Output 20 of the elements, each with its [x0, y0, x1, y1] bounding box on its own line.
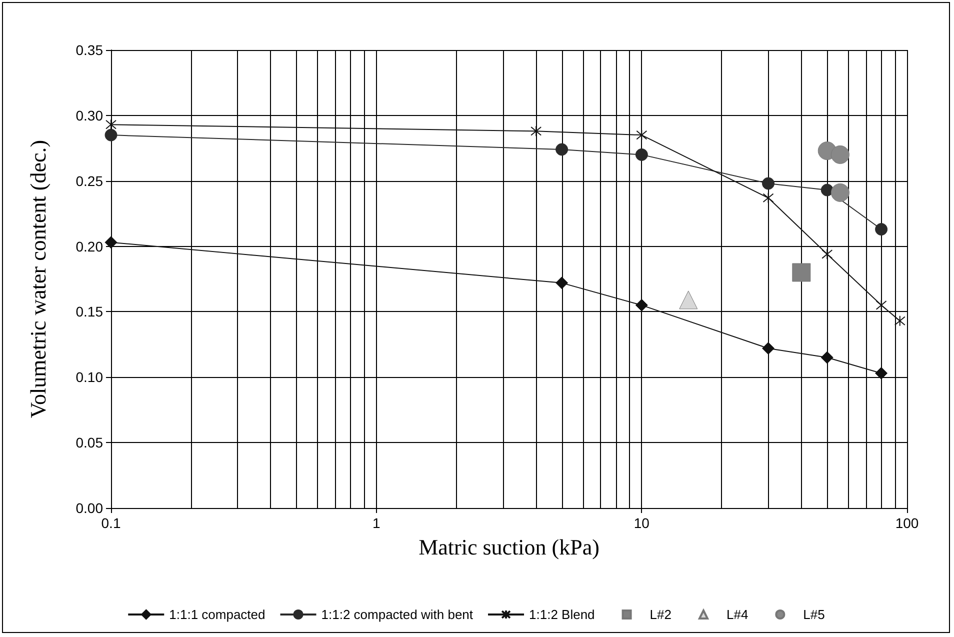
x-tick-label: 100: [895, 515, 919, 531]
y-tick-label: 0.25: [76, 172, 104, 189]
y-tick-label: 0.35: [76, 42, 104, 58]
legend-label: L#4: [726, 607, 748, 622]
legend-label: 1:1:1 compacted: [169, 607, 266, 622]
y-tick-label: 0.10: [76, 369, 104, 386]
x-axis-title: Matric suction (kPa): [418, 534, 600, 560]
y-tick-label: 0.20: [76, 238, 104, 254]
legend-label: 1:1:2 compacted with bent: [321, 607, 474, 622]
y-tick-label: 0.15: [76, 304, 104, 320]
y-axis-title: Volumetric water content (dec.): [26, 140, 50, 418]
y-tick-label: 0.30: [76, 107, 104, 124]
x-tick-label: 0.1: [101, 515, 121, 531]
y-tick-label: 0.05: [76, 434, 104, 451]
legend-label: L#2: [650, 607, 672, 622]
legend-label: 1:1:2 Blend: [529, 607, 595, 622]
x-tick-label: 1: [372, 515, 380, 531]
y-tick-label: 0.00: [76, 500, 104, 516]
legend-label: L#5: [803, 607, 825, 622]
x-tick-label: 10: [634, 515, 650, 531]
